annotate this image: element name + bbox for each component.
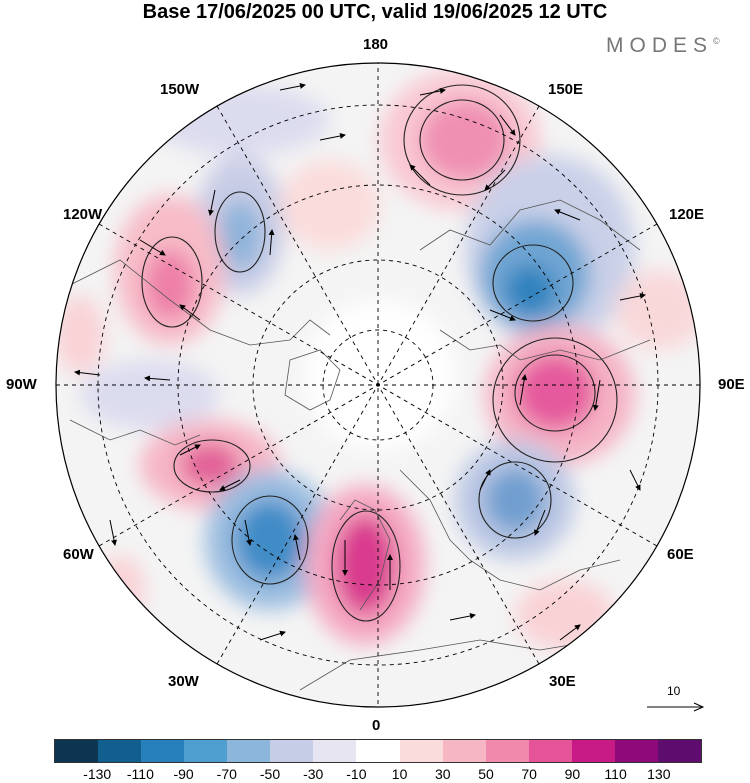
colorbar-swatch (55, 740, 99, 762)
colorbar-tick-label: -110 (126, 766, 154, 782)
anomaly-field (56, 70, 700, 650)
colorbar-swatch (184, 740, 228, 762)
colorbar-tick-label: 70 (521, 766, 537, 782)
colorbar-tick-label: 110 (604, 766, 627, 782)
colorbar-tick-label: -130 (83, 766, 112, 782)
lon-label-30w: 30W (168, 673, 199, 690)
colorbar-tick-label: -70 (216, 766, 237, 782)
lon-label-0: 0 (372, 717, 381, 734)
colorbar-swatch (657, 740, 701, 762)
lon-label-30e: 30E (549, 673, 576, 690)
colorbar (54, 739, 702, 763)
lon-label-120w: 120W (63, 206, 103, 223)
colorbar-tick-label: -30 (303, 766, 324, 782)
colorbar-swatch (270, 740, 314, 762)
map-title: Base 17/06/2025 00 UTC, valid 19/06/2025… (142, 1, 608, 23)
colorbar-tick-label: -50 (259, 766, 281, 782)
colorbar-tick-label: 30 (435, 766, 451, 782)
reference-vector-value: 10 (667, 684, 681, 698)
colorbar-swatch (98, 740, 142, 762)
reference-vector-arrow-icon (647, 702, 705, 712)
polar-stereographic-map (55, 62, 701, 708)
lon-label-150e: 150E (548, 81, 584, 98)
lon-label-90w: 90W (6, 376, 37, 393)
colorbar-tick-label: 130 (647, 766, 671, 782)
colorbar-swatch (614, 740, 658, 762)
colorbar-tick-label: -10 (346, 766, 367, 782)
lon-label-180: 180 (363, 36, 389, 53)
lon-label-60w: 60W (63, 546, 94, 563)
lon-label-90e: 90E (718, 376, 745, 393)
colorbar-swatch (399, 740, 443, 762)
colorbar-tick-label: 90 (564, 766, 581, 782)
colorbar-swatch (141, 740, 185, 762)
modes-logo: MODES© (606, 34, 720, 58)
colorbar-tick-label: 50 (478, 766, 494, 782)
lon-label-150w: 150W (160, 81, 200, 98)
colorbar-swatch (528, 740, 572, 762)
colorbar-swatch (442, 740, 486, 762)
colorbar-tick-label: 10 (391, 766, 408, 782)
colorbar-swatch (227, 740, 271, 762)
brand-mark: © (713, 36, 720, 46)
colorbar-swatch (571, 740, 615, 762)
colorbar-tick-label: -90 (173, 766, 194, 782)
lon-label-60e: 60E (667, 546, 694, 563)
colorbar-swatch (313, 740, 357, 762)
colorbar-swatch (485, 740, 529, 762)
brand-name: MODES (606, 34, 714, 57)
colorbar-swatch (356, 740, 400, 762)
lon-label-120e: 120E (669, 206, 705, 223)
